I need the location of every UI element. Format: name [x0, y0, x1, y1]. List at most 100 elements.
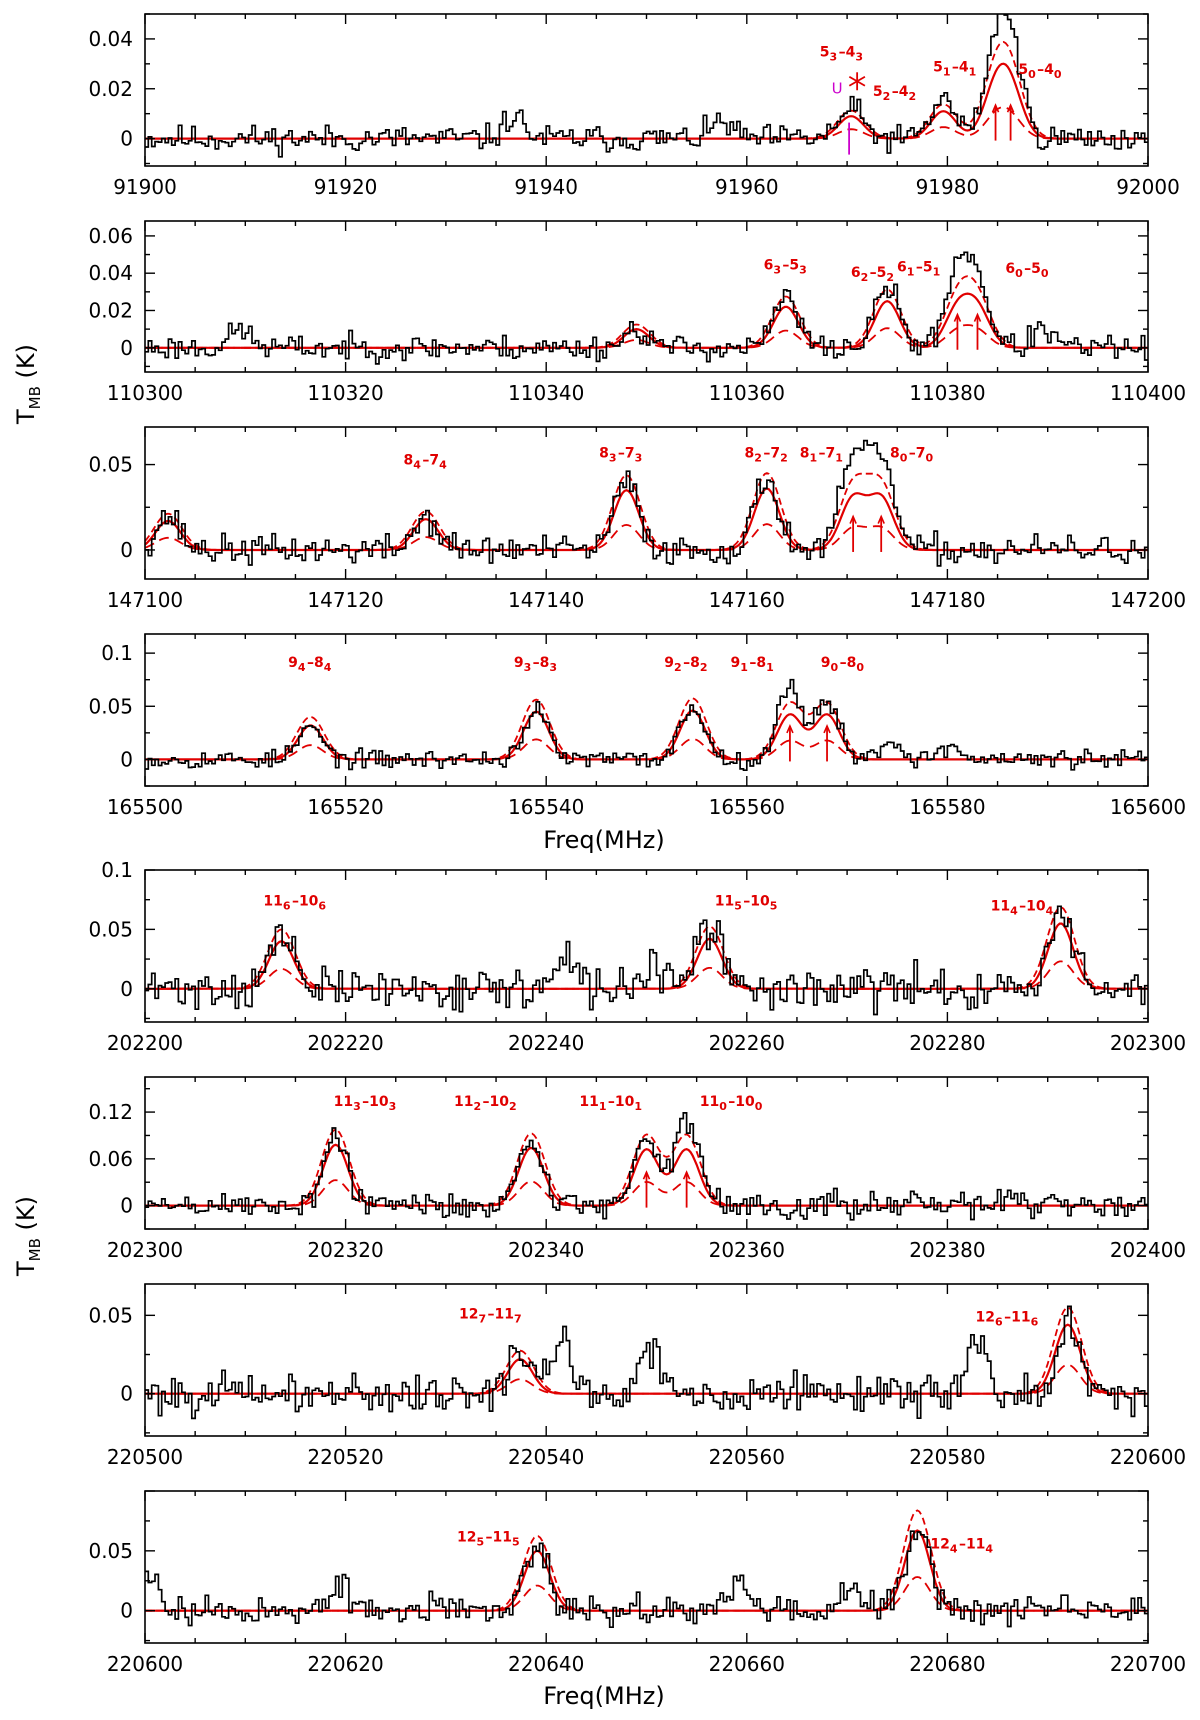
- label-subscript: 0: [1054, 68, 1062, 81]
- label-spacer: [326, 894, 327, 910]
- x-tick-label: 220520: [307, 1445, 383, 1469]
- transition-label: 60 –50: [1005, 261, 1050, 280]
- transition-arrow-head: [1006, 103, 1015, 113]
- label-quantum: 5: [873, 84, 883, 100]
- x-tick-label: 110320: [307, 381, 383, 405]
- x-tick-label: 202340: [508, 1238, 584, 1262]
- label-quantum: 12: [976, 1310, 995, 1326]
- transition-label: 125 –115: [457, 1529, 521, 1548]
- label-quantum: 12: [457, 1529, 476, 1545]
- x-tick-label: 92000: [1116, 175, 1180, 199]
- x-tick-label: 202260: [709, 1031, 785, 1055]
- y-axis-title-top-sub: MB: [26, 386, 44, 409]
- label-quantum: 11: [715, 894, 734, 910]
- label-quantum: –7: [819, 446, 836, 462]
- label-subscript: 4: [1010, 904, 1018, 917]
- label-quantum: –4: [1037, 62, 1054, 78]
- label-quantum: 11: [579, 1094, 598, 1110]
- label-subscript: 0: [856, 661, 864, 674]
- transition-label: 51 –41: [933, 59, 978, 78]
- x-tick-label: 220600: [107, 1652, 183, 1676]
- x-tick-label: 165560: [709, 795, 785, 819]
- y-tick-label: 0: [120, 1194, 133, 1218]
- label-subscript: 1: [809, 452, 817, 465]
- y-axis-title-top-symbol: T: [12, 409, 40, 425]
- label-subscript: 2: [886, 271, 894, 284]
- y-tick-label: 0.1: [101, 641, 133, 665]
- model-upper: [145, 1509, 1148, 1612]
- label-spacer: [396, 1094, 397, 1110]
- label-quantum: –5: [916, 259, 933, 275]
- y-tick-label: 0.02: [88, 77, 133, 101]
- label-subscript: 4: [950, 1542, 958, 1555]
- label-subscript: 2: [473, 1100, 481, 1113]
- svg-text:TMB (K): TMB (K): [12, 1196, 44, 1277]
- observed-spectrum: [145, 14, 1148, 158]
- label-subscript: 1: [740, 661, 748, 674]
- observed-spectrum: [145, 1112, 1148, 1221]
- y-tick-label: 0: [120, 1382, 133, 1406]
- label-quantum: 9: [514, 655, 524, 671]
- label-spacer: [894, 265, 895, 281]
- label-subscript: 4: [298, 661, 306, 674]
- label-subscript: 1: [943, 65, 951, 78]
- label-quantum: –8: [533, 655, 550, 671]
- x-axis-title-bottom: Freq(MHz): [543, 1682, 664, 1710]
- label-subscript: 3: [773, 263, 781, 276]
- x-tick-label: 147100: [107, 588, 183, 612]
- label-quantum: –10: [728, 1094, 755, 1110]
- label-subscript: 4: [1046, 904, 1054, 917]
- label-subscript: 3: [389, 1100, 397, 1113]
- x-tick-label: 165520: [307, 795, 383, 819]
- model-upper: [145, 906, 1148, 990]
- x-tick-label: 220600: [1110, 1445, 1186, 1469]
- x-tick-label: 91980: [916, 175, 980, 199]
- label-quantum: 9: [821, 655, 831, 671]
- y-tick-label: 0.12: [88, 1100, 133, 1124]
- label-subscript: 3: [635, 452, 643, 465]
- label-quantum: –10: [362, 1094, 389, 1110]
- label-quantum: 6: [851, 265, 861, 281]
- label-spacer: [331, 655, 332, 671]
- label-subscript: 2: [861, 271, 869, 284]
- transition-label: 90 –80: [821, 655, 866, 674]
- transition-label: 81 –71: [800, 446, 845, 465]
- label-subscript: 0: [1028, 68, 1036, 81]
- x-tick-label: 202240: [508, 1031, 584, 1055]
- label-subscript: 3: [830, 50, 838, 63]
- label-subscript: 0: [1015, 267, 1023, 280]
- label-quantum: 6: [1005, 261, 1015, 277]
- label-quantum: 11: [454, 1094, 473, 1110]
- label-spacer: [1053, 898, 1054, 914]
- observed-spectrum: [145, 1530, 1148, 1629]
- label-subscript: 3: [549, 661, 557, 674]
- spectrum-panel-1: U53 –43 52 –42 51 –41 50 –40 91900 91920 9…: [88, 13, 1180, 199]
- label-subscript: 0: [900, 452, 908, 465]
- label-quantum: –8: [840, 655, 857, 671]
- label-spacer: [522, 1306, 523, 1322]
- label-spacer: [933, 446, 934, 462]
- label-quantum: –11: [959, 1536, 985, 1552]
- label-subscript: 3: [524, 661, 532, 674]
- x-tick-label: 110300: [107, 381, 183, 405]
- y-axis-title-bottom-unit: (K): [12, 1196, 40, 1238]
- label-subscript: 1: [634, 1100, 642, 1113]
- x-tick-label: 202400: [1110, 1238, 1186, 1262]
- label-subscript: 1: [969, 65, 977, 78]
- label-subscript: 2: [754, 452, 762, 465]
- observed-spectrum: [145, 439, 1148, 567]
- label-spacer: [807, 257, 808, 273]
- label-spacer: [642, 446, 643, 462]
- transition-arrow-head: [849, 514, 857, 524]
- panel-plot-area: [145, 1305, 1148, 1420]
- panel-plot-area: [145, 14, 1148, 158]
- x-tick-label: 147200: [1110, 588, 1186, 612]
- label-spacer: [940, 259, 941, 275]
- x-tick-label: 220660: [709, 1652, 785, 1676]
- x-tick-label: 202360: [709, 1238, 785, 1262]
- transition-label: 116 –106: [263, 894, 327, 913]
- transition-label: 91 –81: [731, 655, 776, 674]
- panel-plot-area: [145, 905, 1148, 1016]
- transition-label: 127 –117: [459, 1306, 523, 1325]
- label-quantum: –4: [952, 59, 969, 75]
